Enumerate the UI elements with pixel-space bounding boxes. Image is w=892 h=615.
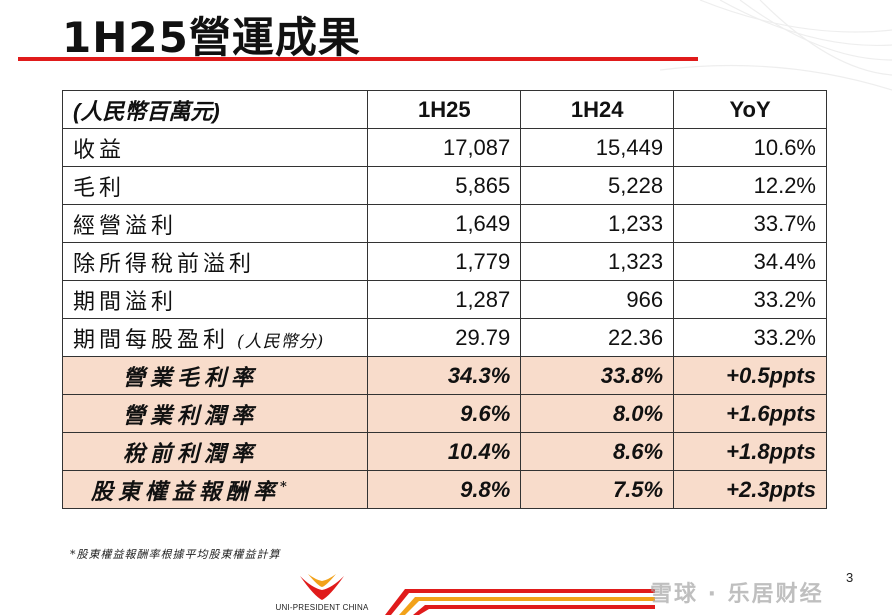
cell-1h25: 17,087 — [367, 128, 522, 167]
cell-1h24: 33.8% — [520, 356, 675, 395]
footnote-marker: * — [280, 479, 292, 495]
cell-1h24: 22.36 — [520, 318, 675, 357]
cell-yoy: 33.2% — [673, 280, 827, 319]
row-label: 經營溢利 — [61, 204, 369, 243]
cell-yoy: 33.7% — [673, 204, 827, 243]
cell-1h24: 1,323 — [520, 242, 675, 281]
cell-1h25: 34.3% — [367, 356, 522, 395]
row-label: 毛利 — [61, 166, 369, 205]
table-row: 經營溢利 1,649 1,233 33.7% — [61, 204, 827, 243]
cell-1h25: 9.6% — [367, 394, 522, 433]
cell-1h25: 10.4% — [367, 432, 522, 471]
uni-president-logo-icon — [300, 574, 344, 600]
row-label: 除所得稅前溢利 — [61, 242, 369, 281]
column-header-yoy: YoY — [673, 90, 827, 129]
row-label: 期間溢利 — [61, 280, 369, 319]
column-header-1h25: 1H25 — [367, 90, 522, 129]
logo-text: UNI-PRESIDENT CHINA — [275, 603, 369, 612]
ratio-label-text: 股東權益報酬率 — [91, 478, 281, 505]
table-row: 除所得稅前溢利 1,779 1,323 34.4% — [61, 242, 827, 281]
cell-1h25: 29.79 — [367, 318, 522, 357]
cell-yoy: 10.6% — [673, 128, 827, 167]
slide-title: 1H25營運成果 — [62, 13, 361, 62]
results-table: (人民幣百萬元) 1H25 1H24 YoY 收益 17,087 15,449 … — [61, 90, 827, 509]
ratio-label: 營業利潤率 — [61, 394, 369, 433]
cell-1h25: 5,865 — [367, 166, 522, 205]
cell-1h24: 5,228 — [520, 166, 675, 205]
cell-1h24: 966 — [520, 280, 675, 319]
unit-label: (人民幣百萬元) — [61, 90, 369, 129]
ratio-row: 營業利潤率 9.6% 8.0% +1.6ppts — [61, 394, 827, 433]
watermark: 雪球 · 乐居财经 — [650, 582, 824, 607]
footnote: *股東權益報酬率根據平均股東權益計算 — [70, 548, 281, 561]
ratio-label: 營業毛利率 — [61, 356, 369, 395]
table-row: 期間每股盈利 (人民幣分) 29.79 22.36 33.2% — [61, 318, 827, 357]
ratio-row: 營業毛利率 34.3% 33.8% +0.5ppts — [61, 356, 827, 395]
ratio-row: 稅前利潤率 10.4% 8.6% +1.8ppts — [61, 432, 827, 471]
cell-1h25: 1,779 — [367, 242, 522, 281]
cell-yoy: +2.3ppts — [673, 470, 827, 509]
cell-1h24: 8.6% — [520, 432, 675, 471]
column-header-1h24: 1H24 — [520, 90, 675, 129]
table-header-row: (人民幣百萬元) 1H25 1H24 YoY — [61, 90, 827, 129]
cell-1h25: 1,649 — [367, 204, 522, 243]
cell-1h24: 8.0% — [520, 394, 675, 433]
cell-yoy: 12.2% — [673, 166, 827, 205]
row-label: 收益 — [61, 128, 369, 167]
corner-decoration — [659, 0, 892, 91]
ratio-row: 股東權益報酬率* 9.8% 7.5% +2.3ppts — [61, 470, 827, 509]
cell-1h24: 7.5% — [520, 470, 675, 509]
cell-1h24: 1,233 — [520, 204, 675, 243]
footer-stripes — [385, 589, 655, 615]
table-row: 毛利 5,865 5,228 12.2% — [61, 166, 827, 205]
cell-yoy: +1.8ppts — [673, 432, 827, 471]
row-label-text: 期間每股盈利 — [73, 327, 230, 353]
cell-yoy: 34.4% — [673, 242, 827, 281]
page-number: 3 — [846, 570, 854, 585]
cell-1h25: 9.8% — [367, 470, 522, 509]
cell-yoy: +0.5ppts — [673, 356, 827, 395]
cell-yoy: 33.2% — [673, 318, 827, 357]
table-row: 收益 17,087 15,449 10.6% — [61, 128, 827, 167]
table-row: 期間溢利 1,287 966 33.2% — [61, 280, 827, 319]
ratio-label: 稅前利潤率 — [61, 432, 369, 471]
cell-1h25: 1,287 — [367, 280, 522, 319]
row-label: 期間每股盈利 (人民幣分) — [61, 318, 369, 357]
title-underline — [18, 57, 698, 61]
row-sub-label: (人民幣分) — [237, 331, 325, 352]
cell-1h24: 15,449 — [520, 128, 675, 167]
cell-yoy: +1.6ppts — [673, 394, 827, 433]
ratio-label: 股東權益報酬率* — [61, 470, 369, 509]
